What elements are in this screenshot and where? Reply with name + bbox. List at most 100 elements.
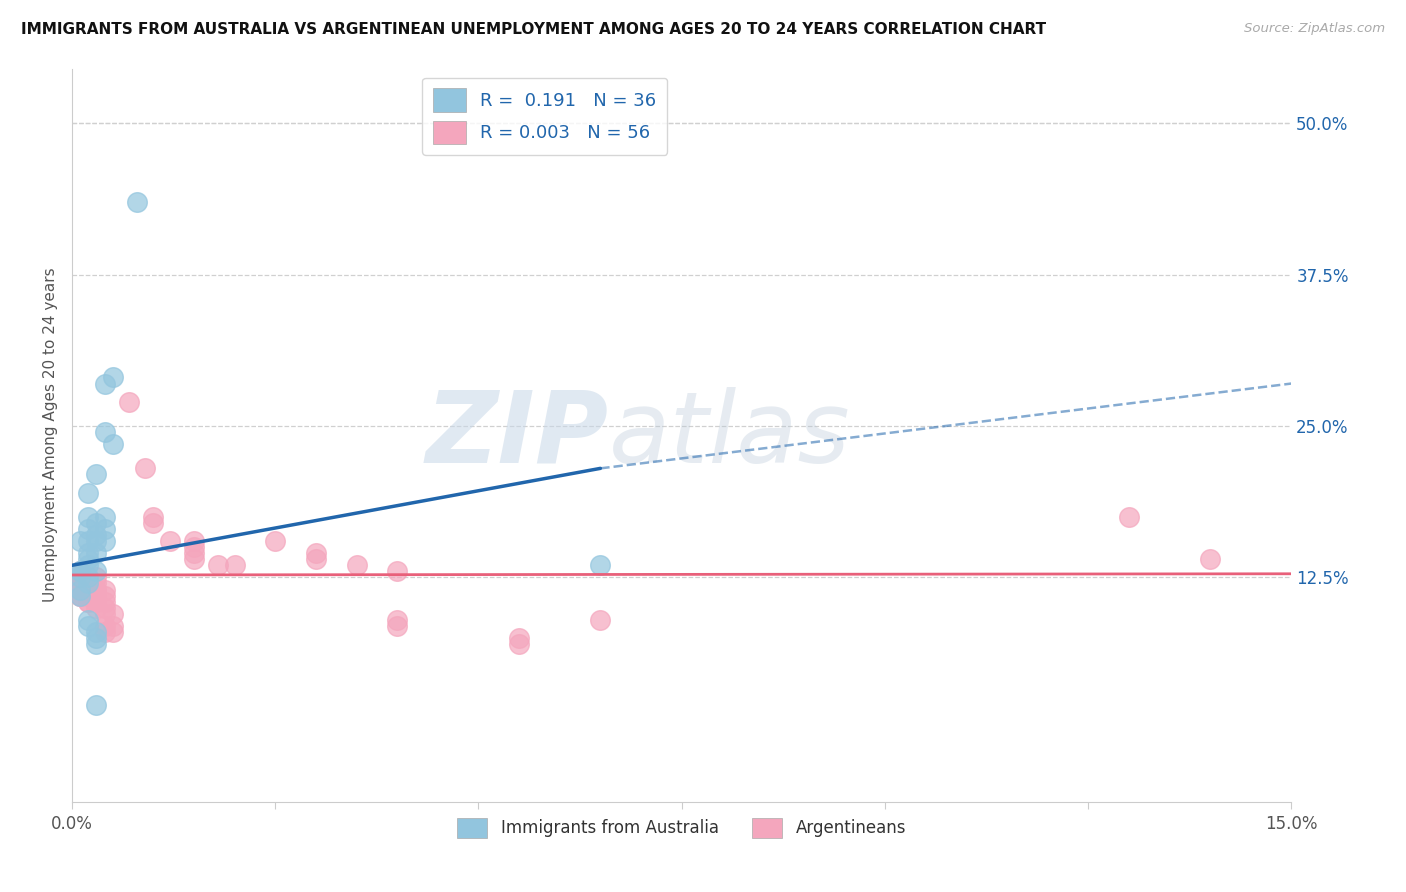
Immigrants from Australia [125, 194, 148, 209]
Immigrants from Australia [69, 582, 91, 597]
Argentineans [86, 594, 108, 608]
Argentineans [264, 534, 287, 549]
Immigrants from Australia [589, 558, 612, 573]
Immigrants from Australia [101, 370, 124, 384]
Argentineans [77, 582, 100, 597]
Argentineans [224, 558, 246, 573]
Argentineans [183, 546, 205, 560]
Argentineans [77, 576, 100, 591]
Text: Source: ZipAtlas.com: Source: ZipAtlas.com [1244, 22, 1385, 36]
Argentineans [86, 582, 108, 597]
Immigrants from Australia [69, 565, 91, 579]
Immigrants from Australia [77, 558, 100, 573]
Argentineans [93, 600, 115, 615]
Argentineans [93, 619, 115, 633]
Argentineans [93, 594, 115, 608]
Immigrants from Australia [69, 565, 91, 579]
Immigrants from Australia [93, 522, 115, 536]
Argentineans [86, 600, 108, 615]
Immigrants from Australia [93, 534, 115, 549]
Argentineans [77, 589, 100, 603]
Immigrants from Australia [77, 534, 100, 549]
Argentineans [508, 631, 530, 645]
Argentineans [69, 576, 91, 591]
Argentineans [101, 619, 124, 633]
Argentineans [69, 589, 91, 603]
Immigrants from Australia [86, 637, 108, 651]
Argentineans [134, 461, 156, 475]
Argentineans [207, 558, 229, 573]
Argentineans [93, 607, 115, 621]
Argentineans [77, 594, 100, 608]
Argentineans [69, 582, 91, 597]
Argentineans [93, 624, 115, 639]
Argentineans [69, 570, 91, 584]
Argentineans [305, 552, 328, 566]
Argentineans [69, 576, 91, 591]
Immigrants from Australia [77, 546, 100, 560]
Argentineans [86, 582, 108, 597]
Argentineans [93, 589, 115, 603]
Immigrants from Australia [69, 589, 91, 603]
Immigrants from Australia [77, 570, 100, 584]
Text: ZIP: ZIP [426, 386, 609, 483]
Argentineans [159, 534, 181, 549]
Argentineans [69, 582, 91, 597]
Argentineans [86, 576, 108, 591]
Immigrants from Australia [86, 624, 108, 639]
Immigrants from Australia [77, 619, 100, 633]
Text: atlas: atlas [609, 386, 851, 483]
Immigrants from Australia [69, 534, 91, 549]
Argentineans [385, 619, 408, 633]
Argentineans [69, 589, 91, 603]
Argentineans [77, 589, 100, 603]
Argentineans [183, 552, 205, 566]
Argentineans [589, 613, 612, 627]
Argentineans [77, 582, 100, 597]
Immigrants from Australia [86, 516, 108, 530]
Immigrants from Australia [77, 522, 100, 536]
Immigrants from Australia [86, 528, 108, 542]
Argentineans [77, 594, 100, 608]
Argentineans [385, 613, 408, 627]
Argentineans [142, 509, 165, 524]
Immigrants from Australia [93, 425, 115, 439]
Argentineans [508, 637, 530, 651]
Immigrants from Australia [86, 467, 108, 482]
Argentineans [183, 534, 205, 549]
Immigrants from Australia [86, 565, 108, 579]
Argentineans [1118, 509, 1140, 524]
Argentineans [93, 582, 115, 597]
Argentineans [183, 540, 205, 554]
Argentineans [101, 624, 124, 639]
Immigrants from Australia [93, 376, 115, 391]
Immigrants from Australia [77, 485, 100, 500]
Immigrants from Australia [86, 631, 108, 645]
Argentineans [86, 570, 108, 584]
Immigrants from Australia [86, 534, 108, 549]
Argentineans [385, 565, 408, 579]
Legend: Immigrants from Australia, Argentineans: Immigrants from Australia, Argentineans [451, 811, 912, 845]
Immigrants from Australia [69, 570, 91, 584]
Immigrants from Australia [101, 437, 124, 451]
Argentineans [118, 394, 141, 409]
Argentineans [69, 565, 91, 579]
Argentineans [142, 516, 165, 530]
Immigrants from Australia [77, 613, 100, 627]
Argentineans [77, 576, 100, 591]
Immigrants from Australia [77, 552, 100, 566]
Argentineans [77, 570, 100, 584]
Argentineans [305, 546, 328, 560]
Argentineans [1199, 552, 1222, 566]
Immigrants from Australia [77, 509, 100, 524]
Argentineans [69, 570, 91, 584]
Text: IMMIGRANTS FROM AUSTRALIA VS ARGENTINEAN UNEMPLOYMENT AMONG AGES 20 TO 24 YEARS : IMMIGRANTS FROM AUSTRALIA VS ARGENTINEAN… [21, 22, 1046, 37]
Argentineans [86, 589, 108, 603]
Immigrants from Australia [77, 576, 100, 591]
Immigrants from Australia [86, 698, 108, 712]
Immigrants from Australia [93, 509, 115, 524]
Argentineans [101, 607, 124, 621]
Y-axis label: Unemployment Among Ages 20 to 24 years: Unemployment Among Ages 20 to 24 years [44, 268, 58, 602]
Argentineans [346, 558, 368, 573]
Immigrants from Australia [86, 546, 108, 560]
